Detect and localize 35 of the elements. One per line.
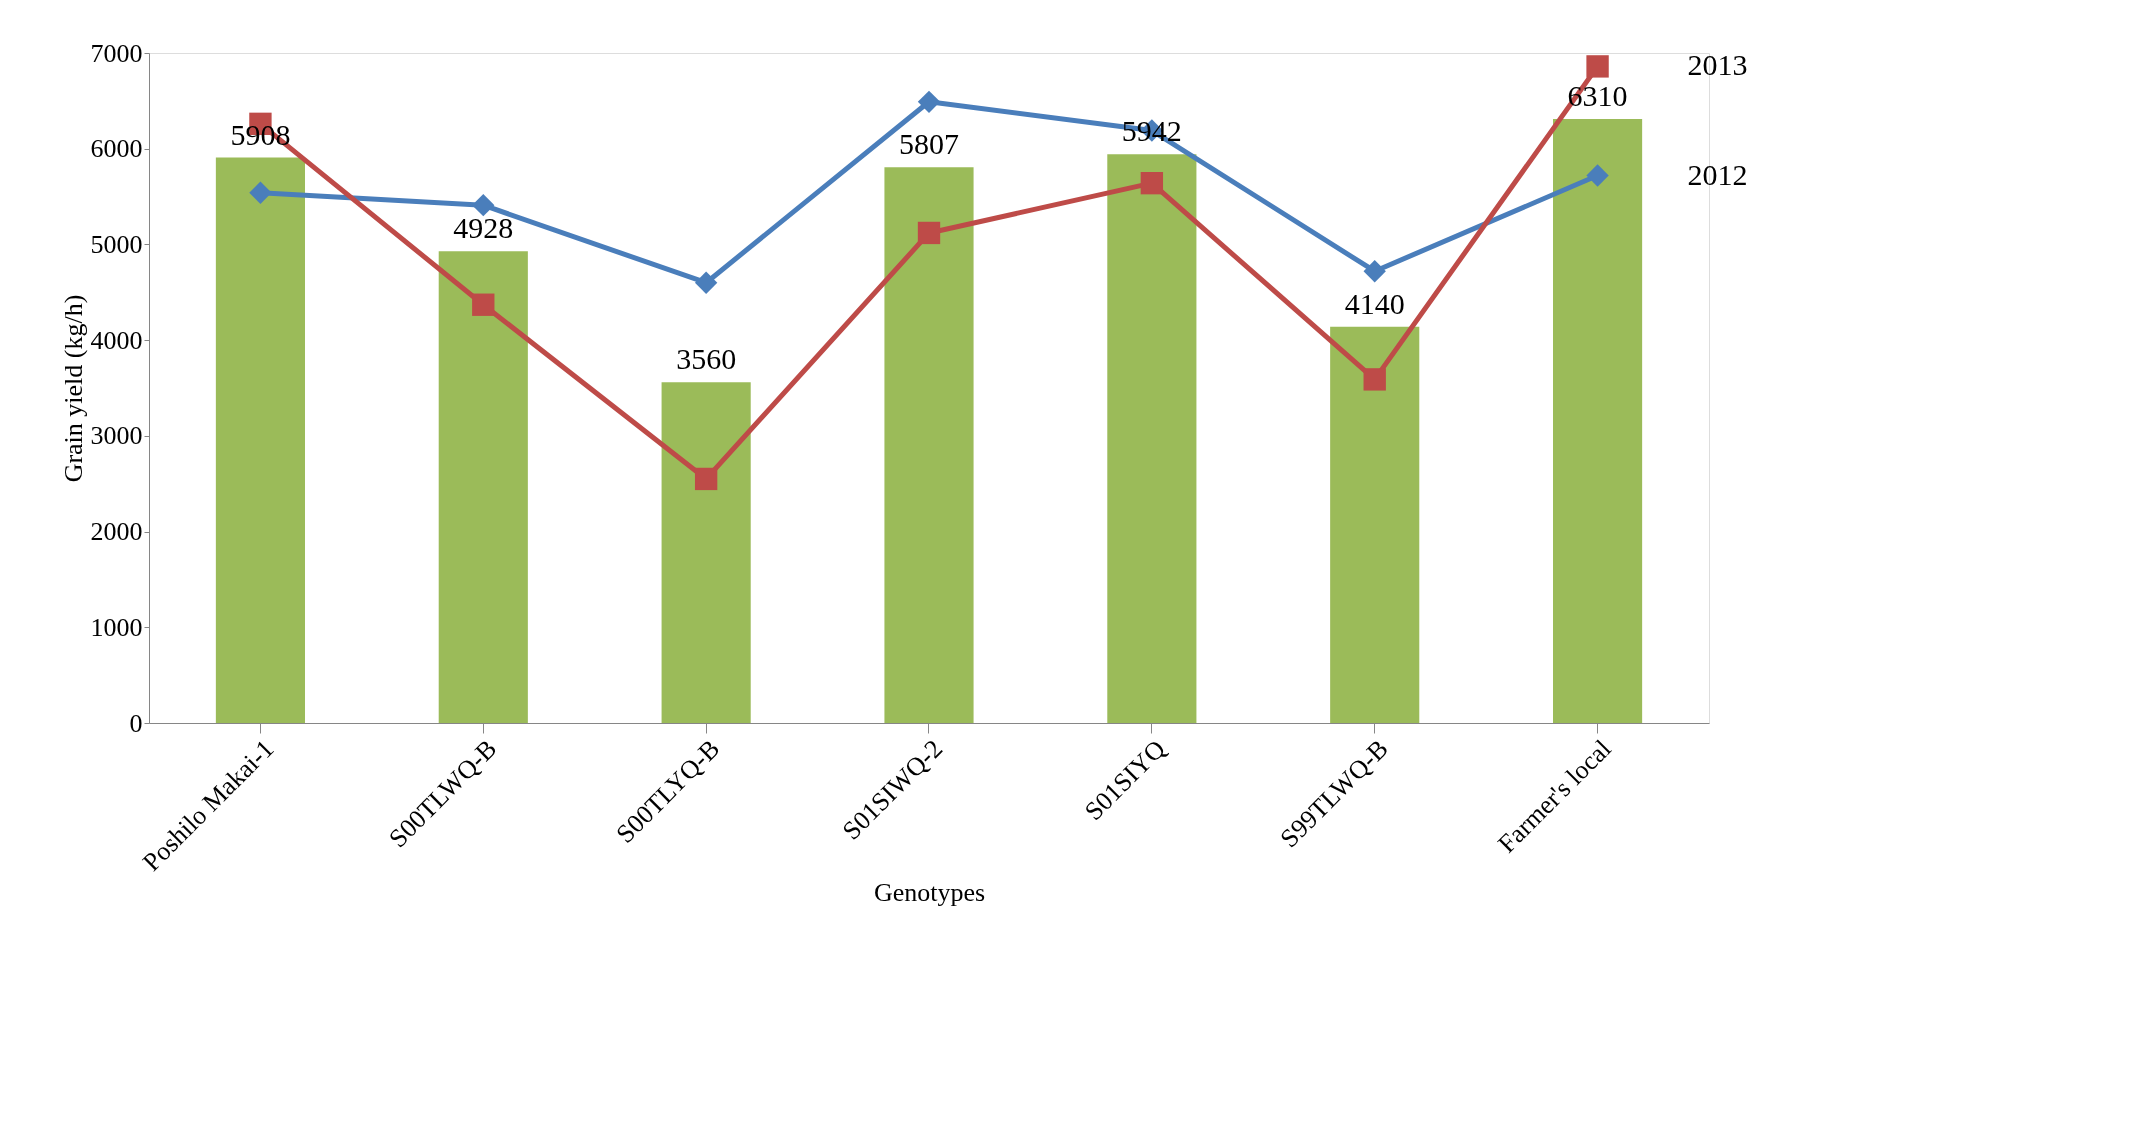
point [1363,260,1386,283]
point [1363,368,1386,391]
bar [884,167,974,723]
x-axis-title: Genotypes [873,877,986,907]
point [917,90,941,113]
y-axis-title: Grain yield (kg/h) [58,294,88,483]
point [1140,171,1164,195]
point [917,221,941,245]
y-tick-label: 0 [129,708,143,738]
point [472,293,495,316]
bar [215,157,305,723]
point [1586,164,1609,187]
y-tick-label: 3000 [90,421,143,451]
y-tick-label: 2000 [90,517,143,547]
point [249,181,272,204]
y-tick-label: 1000 [90,612,143,642]
y-tick-label: 5000 [90,229,143,259]
point [1586,55,1609,78]
point [694,467,718,491]
text: 2013 [1687,48,1748,82]
y-tick-label: 6000 [90,134,143,164]
data-label: 3560 [676,342,737,376]
point [694,271,718,294]
data-label: 4928 [453,211,514,245]
bar [1553,119,1643,723]
point [472,194,495,217]
text: 2012 [1687,157,1748,191]
bar [661,382,751,723]
y-tick-label: 4000 [90,325,143,355]
bar [438,251,528,723]
data-label: 4140 [1344,286,1405,320]
bar [1330,326,1420,723]
data-label: 5807 [899,127,959,161]
y-tick-label: 7000 [90,38,143,68]
bar [1107,154,1197,723]
